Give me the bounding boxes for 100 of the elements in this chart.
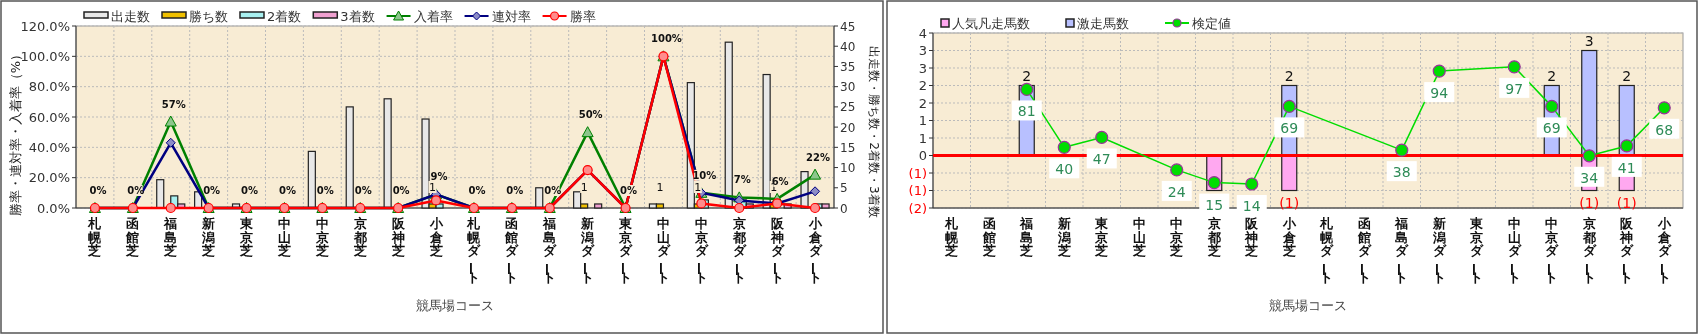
legend-label: 2着数 — [267, 9, 302, 24]
y2-axis-title: 出走数・勝ち数・2着数・3着数 — [867, 46, 881, 218]
y-tick-label: 4 — [918, 25, 927, 41]
data-label: 34 — [1580, 169, 1599, 186]
legend-label: 勝ち数 — [189, 9, 228, 24]
x-tick-label: 東京芝 — [1094, 216, 1110, 258]
y2-tick-label: 20 — [840, 120, 856, 135]
data-label: 1 — [429, 181, 437, 194]
data-label: 40 — [1055, 161, 1074, 178]
data-label: 0% — [354, 185, 372, 196]
x-axis-title: 競馬場コース — [1269, 298, 1347, 313]
data-label: 41 — [1617, 159, 1636, 176]
data-label: 0% — [506, 185, 524, 196]
data-label: 94 — [1430, 85, 1449, 102]
data-label: 0% — [278, 185, 296, 196]
y2-tick-label: 0 — [840, 201, 848, 216]
y2-tick-label: 40 — [840, 39, 856, 54]
y-tick-label: 2 — [918, 78, 927, 93]
y-tick-label: 2 — [918, 95, 927, 111]
data-label: 1 — [694, 181, 702, 194]
x-tick-label: 中山ダート — [652, 216, 671, 285]
data-label: 57% — [161, 98, 186, 110]
x-tick-label: 阪神ダート — [1616, 216, 1635, 285]
x-tick-label: 中京ダート — [690, 216, 709, 285]
x-tick-label: 中京芝 — [1169, 216, 1184, 258]
y2-tick-label: 5 — [840, 181, 848, 196]
data-label: 69 — [1280, 120, 1299, 137]
data-label: 69 — [1542, 120, 1561, 137]
legend-label: 出走数 — [111, 9, 150, 24]
legend-label: 人気凡走馬数 — [952, 16, 1030, 31]
y2-tick-label: 15 — [840, 140, 856, 155]
y2-tick-label: 10 — [840, 161, 856, 176]
data-label: 47 — [1092, 151, 1111, 168]
data-label: 2 — [1547, 67, 1557, 84]
x-tick-label: 東京ダート — [615, 216, 634, 285]
data-label: 0% — [203, 185, 221, 196]
data-label: 1 — [656, 181, 664, 194]
y-tick-label: 1 — [918, 130, 927, 146]
x-tick-label: 阪神ダート — [766, 216, 785, 285]
data-label: (1) — [1279, 194, 1300, 211]
y-tick-label: (1) — [908, 165, 927, 181]
y-tick-label: 3 — [918, 60, 927, 76]
data-label: 0% — [468, 185, 486, 196]
legend-label: 3着数 — [340, 9, 375, 24]
x-tick-label: 中京ダート — [1541, 216, 1560, 285]
data-label: 81 — [1017, 103, 1036, 120]
x-tick-label: 函館ダート — [501, 216, 520, 285]
x-tick-label: 阪神芝 — [390, 216, 406, 258]
legend-label: 入着率 — [413, 9, 453, 24]
y-axis-title: 勝率・連対率・入着率（%） — [8, 47, 23, 217]
data-label: 0% — [316, 185, 334, 196]
x-tick-label: 札幌芝 — [87, 216, 103, 258]
y-tick-label: 0.0% — [36, 200, 70, 216]
x-tick-label: 函館芝 — [981, 216, 996, 258]
x-tick-label: 新潟芝 — [1056, 216, 1071, 258]
legend-label: 激走馬数 — [1077, 16, 1129, 31]
data-label: 2 — [1284, 67, 1294, 84]
legend-label: 検定値 — [1192, 16, 1231, 31]
data-label: 1 — [580, 181, 588, 194]
y-tick-label: 0 — [918, 148, 927, 163]
x-tick-label: 京都芝 — [1206, 216, 1221, 258]
y2-tick-label: 45 — [840, 19, 856, 34]
data-label: 0% — [620, 185, 638, 196]
y-tick-label: (1) — [908, 183, 927, 198]
data-label: 10% — [692, 169, 717, 181]
data-label: (1) — [1579, 194, 1600, 211]
x-tick-label: 小倉芝 — [428, 216, 444, 258]
x-tick-label: 小倉ダート — [1653, 216, 1672, 285]
x-tick-label: 小倉芝 — [1281, 216, 1297, 258]
y-tick-label: 3 — [918, 43, 927, 58]
data-label: 0% — [544, 185, 562, 196]
y-tick-label: 80.0% — [28, 79, 70, 95]
x-tick-label: 福島ダート — [539, 216, 558, 285]
data-label: 2 — [1622, 67, 1632, 84]
x-tick-label: 中京芝 — [314, 216, 329, 258]
x-tick-label: 中山芝 — [1131, 216, 1146, 258]
y2-tick-label: 35 — [840, 59, 856, 74]
x-tick-label: 新潟ダート — [1428, 216, 1447, 285]
x-tick-label: 小倉ダート — [804, 216, 823, 285]
legend-label: 勝率 — [569, 9, 596, 24]
data-label: 9% — [430, 171, 448, 183]
data-label: 22% — [806, 151, 831, 163]
data-label: 14 — [1242, 198, 1261, 215]
data-label: 97 — [1505, 80, 1524, 97]
x-tick-label: 函館芝 — [125, 216, 140, 258]
y2-tick-label: 25 — [840, 100, 856, 115]
x-tick-label: 中山芝 — [276, 216, 291, 258]
y-tick-label: (2) — [908, 200, 927, 216]
x-tick-label: 札幌ダート — [463, 216, 482, 285]
data-label: 100% — [651, 33, 682, 45]
y-tick-label: 40.0% — [28, 139, 70, 155]
y-tick-label: 60.0% — [28, 109, 70, 125]
x-tick-label: 新潟ダート — [577, 216, 596, 285]
y-tick-label: 20.0% — [28, 170, 70, 186]
x-tick-label: 札幌ダート — [1316, 216, 1335, 285]
x-axis-title: 競馬場コース — [416, 298, 494, 313]
data-label: 15 — [1205, 196, 1224, 213]
data-label: 0% — [241, 185, 259, 196]
x-tick-label: 福島芝 — [163, 216, 178, 258]
data-label: 7% — [733, 174, 751, 186]
